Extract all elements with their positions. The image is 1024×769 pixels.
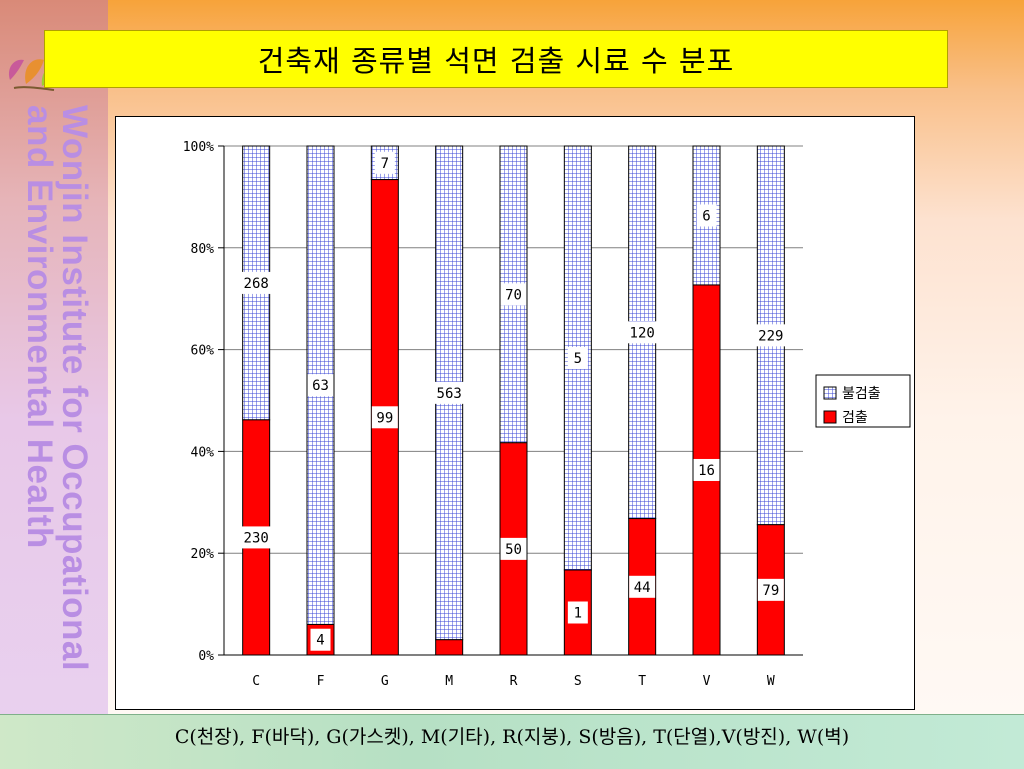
category-legend-footer: C(천장), F(바닥), G(가스켓), M(기타), R(지붕), S(방음… <box>174 726 850 748</box>
x-tick-label: G <box>381 674 389 689</box>
data-label: 16 <box>698 463 715 479</box>
data-label-bg <box>757 578 784 601</box>
data-label-bg <box>238 526 274 549</box>
legend-swatch <box>823 386 837 400</box>
title-banner: 건축재 종류별 석면 검출 시료 수 분포 <box>44 30 948 88</box>
data-label: 268 <box>244 276 269 292</box>
x-tick-label: W <box>767 674 775 689</box>
data-label-bg <box>310 628 331 651</box>
data-label: 6 <box>702 208 710 224</box>
data-label: 229 <box>758 328 783 344</box>
data-label: 1 <box>574 605 582 621</box>
y-tick-label: 100% <box>183 140 214 155</box>
y-tick-label: 40% <box>191 445 215 460</box>
data-label-bg <box>567 601 588 624</box>
data-label-bg <box>431 381 467 404</box>
data-label-bg <box>371 406 398 429</box>
data-label: 120 <box>630 325 655 341</box>
data-label-bg <box>500 283 527 306</box>
data-label-bg <box>629 575 656 598</box>
data-label: 5 <box>574 351 582 367</box>
y-tick-label: 0% <box>198 649 214 664</box>
stacked-bar-chart: 0%20%40%60%80%100%C F G M R S T V W 268230634799… <box>183 140 911 689</box>
y-tick-label: 80% <box>191 242 215 257</box>
data-label: 44 <box>634 580 651 596</box>
data-label-bg <box>693 458 720 481</box>
legend-swatch <box>823 410 837 424</box>
data-label: 4 <box>316 633 324 649</box>
x-tick-label: F <box>317 674 325 689</box>
data-label: 230 <box>244 530 269 546</box>
chart-frame: 0% 20% 40% 60% 80% 100% C F G M R S T V W 268 230 63 4 7 99… <box>115 116 915 710</box>
data-label: 7 <box>381 156 389 172</box>
legend-label: 불검출 <box>842 386 881 402</box>
data-label-bg <box>238 271 274 294</box>
legend-label: 검출 <box>842 410 868 426</box>
x-tick-label: R <box>510 674 518 689</box>
y-tick-label: 20% <box>191 547 215 562</box>
institute-vertical-text: Wonjin Institute for Occupational and En… <box>20 105 94 672</box>
x-tick-label: V <box>703 674 711 689</box>
y-tick-label: 60% <box>191 344 215 359</box>
data-label-bg <box>500 537 527 560</box>
data-label: 63 <box>312 378 329 394</box>
x-tick-label: S <box>574 674 582 689</box>
data-label: 99 <box>376 410 393 426</box>
data-label: 79 <box>762 583 779 599</box>
labels-layer: 268 230 63 4 7 99 563 70 50 5 1 120 44 6 16 229 79 <box>238 151 789 651</box>
x-tick-label: M <box>445 674 453 689</box>
data-label-bg <box>696 204 717 227</box>
data-label-bg <box>374 151 395 174</box>
sidebar-band: Wonjin Institute for Occupational and En… <box>0 0 108 768</box>
data-label: 70 <box>505 287 522 303</box>
data-label: 50 <box>505 542 522 558</box>
data-label-bg <box>307 374 334 397</box>
data-label-bg <box>567 346 588 369</box>
page-title: 건축재 종류별 석면 검출 시료 수 분포 <box>257 44 735 78</box>
bar-detected <box>435 639 464 656</box>
data-label-bg <box>624 321 660 344</box>
x-tick-label: T <box>638 674 646 689</box>
x-tick-label: C <box>252 674 260 689</box>
data-label: 563 <box>437 386 462 402</box>
data-label-bg <box>753 324 789 347</box>
footer-bar <box>0 714 1024 769</box>
